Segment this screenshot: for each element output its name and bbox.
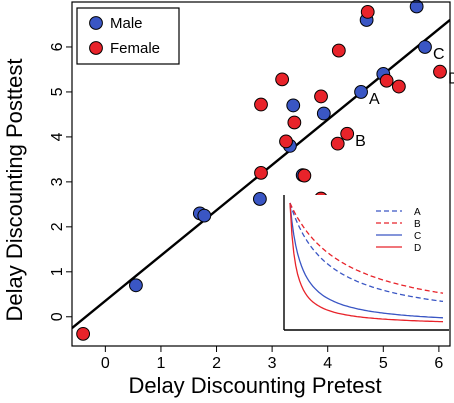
x-tick-label: 5 [379,355,388,372]
male-point [286,98,301,113]
female-point [433,64,447,79]
male-point [129,278,143,293]
y-tick-label: 3 [49,177,66,186]
inset-curve-c [289,202,444,319]
x-tick-label: 0 [101,355,110,372]
y-tick-label: 6 [49,42,66,51]
inset-legend-label-a: A [414,207,421,218]
legend-marker-female [89,41,103,55]
female-point [279,134,293,149]
x-tick-label: 3 [268,355,277,372]
female-point [275,72,290,87]
inset-legend-label-c: C [414,231,421,242]
legend-label-male: Male [110,15,143,32]
y-tick-label: 2 [49,222,66,231]
inset-legend-label-d: D [414,243,421,254]
female-point [314,89,328,104]
inset-curve-b [289,202,444,294]
male-point [354,85,368,99]
female-point [254,165,268,180]
male-point [197,208,212,223]
female-point [379,73,394,88]
male-point [316,106,331,121]
female-point [254,97,268,112]
legend-marker-male [89,16,103,30]
x-tick-label: 4 [323,355,332,372]
female-point [297,168,312,183]
female-point [76,326,91,341]
male-point [418,40,432,54]
inset-curve-d [289,202,444,323]
y-tick-label: 0 [49,312,66,321]
annotation-b: B [355,133,366,150]
y-axis-title: Delay Discounting Posttest [2,59,27,322]
female-point [330,136,345,151]
annotation-c: C [433,46,445,63]
y-axis: 0 1 2 3 4 5 6 [49,42,73,321]
y-tick-label: 4 [49,132,66,141]
inset-background [284,195,449,330]
male-point [252,192,267,206]
x-axis: 0 1 2 3 4 5 6 [101,345,443,372]
annotation-d: D [448,71,454,88]
y-tick-label: 1 [49,267,66,276]
female-point [391,79,406,94]
female-point [331,43,346,58]
male-point [409,0,424,14]
point-annotations: A B CD [355,46,454,150]
legend: Male Female [76,7,180,65]
annotation-a: A [369,91,380,108]
female-point [287,115,302,130]
x-axis-title: Delay Discounting Pretest [128,373,381,398]
legend-label-female: Female [110,40,160,57]
female-point [340,126,355,141]
inset-legend-label-b: B [414,219,421,230]
x-tick-label: 6 [434,355,443,372]
x-tick-label: 1 [156,355,165,372]
x-tick-label: 2 [212,355,221,372]
female-point [360,4,375,19]
inset-curve-a [289,202,444,303]
data-points-layer [76,0,447,341]
y-tick-label: 5 [49,87,66,96]
